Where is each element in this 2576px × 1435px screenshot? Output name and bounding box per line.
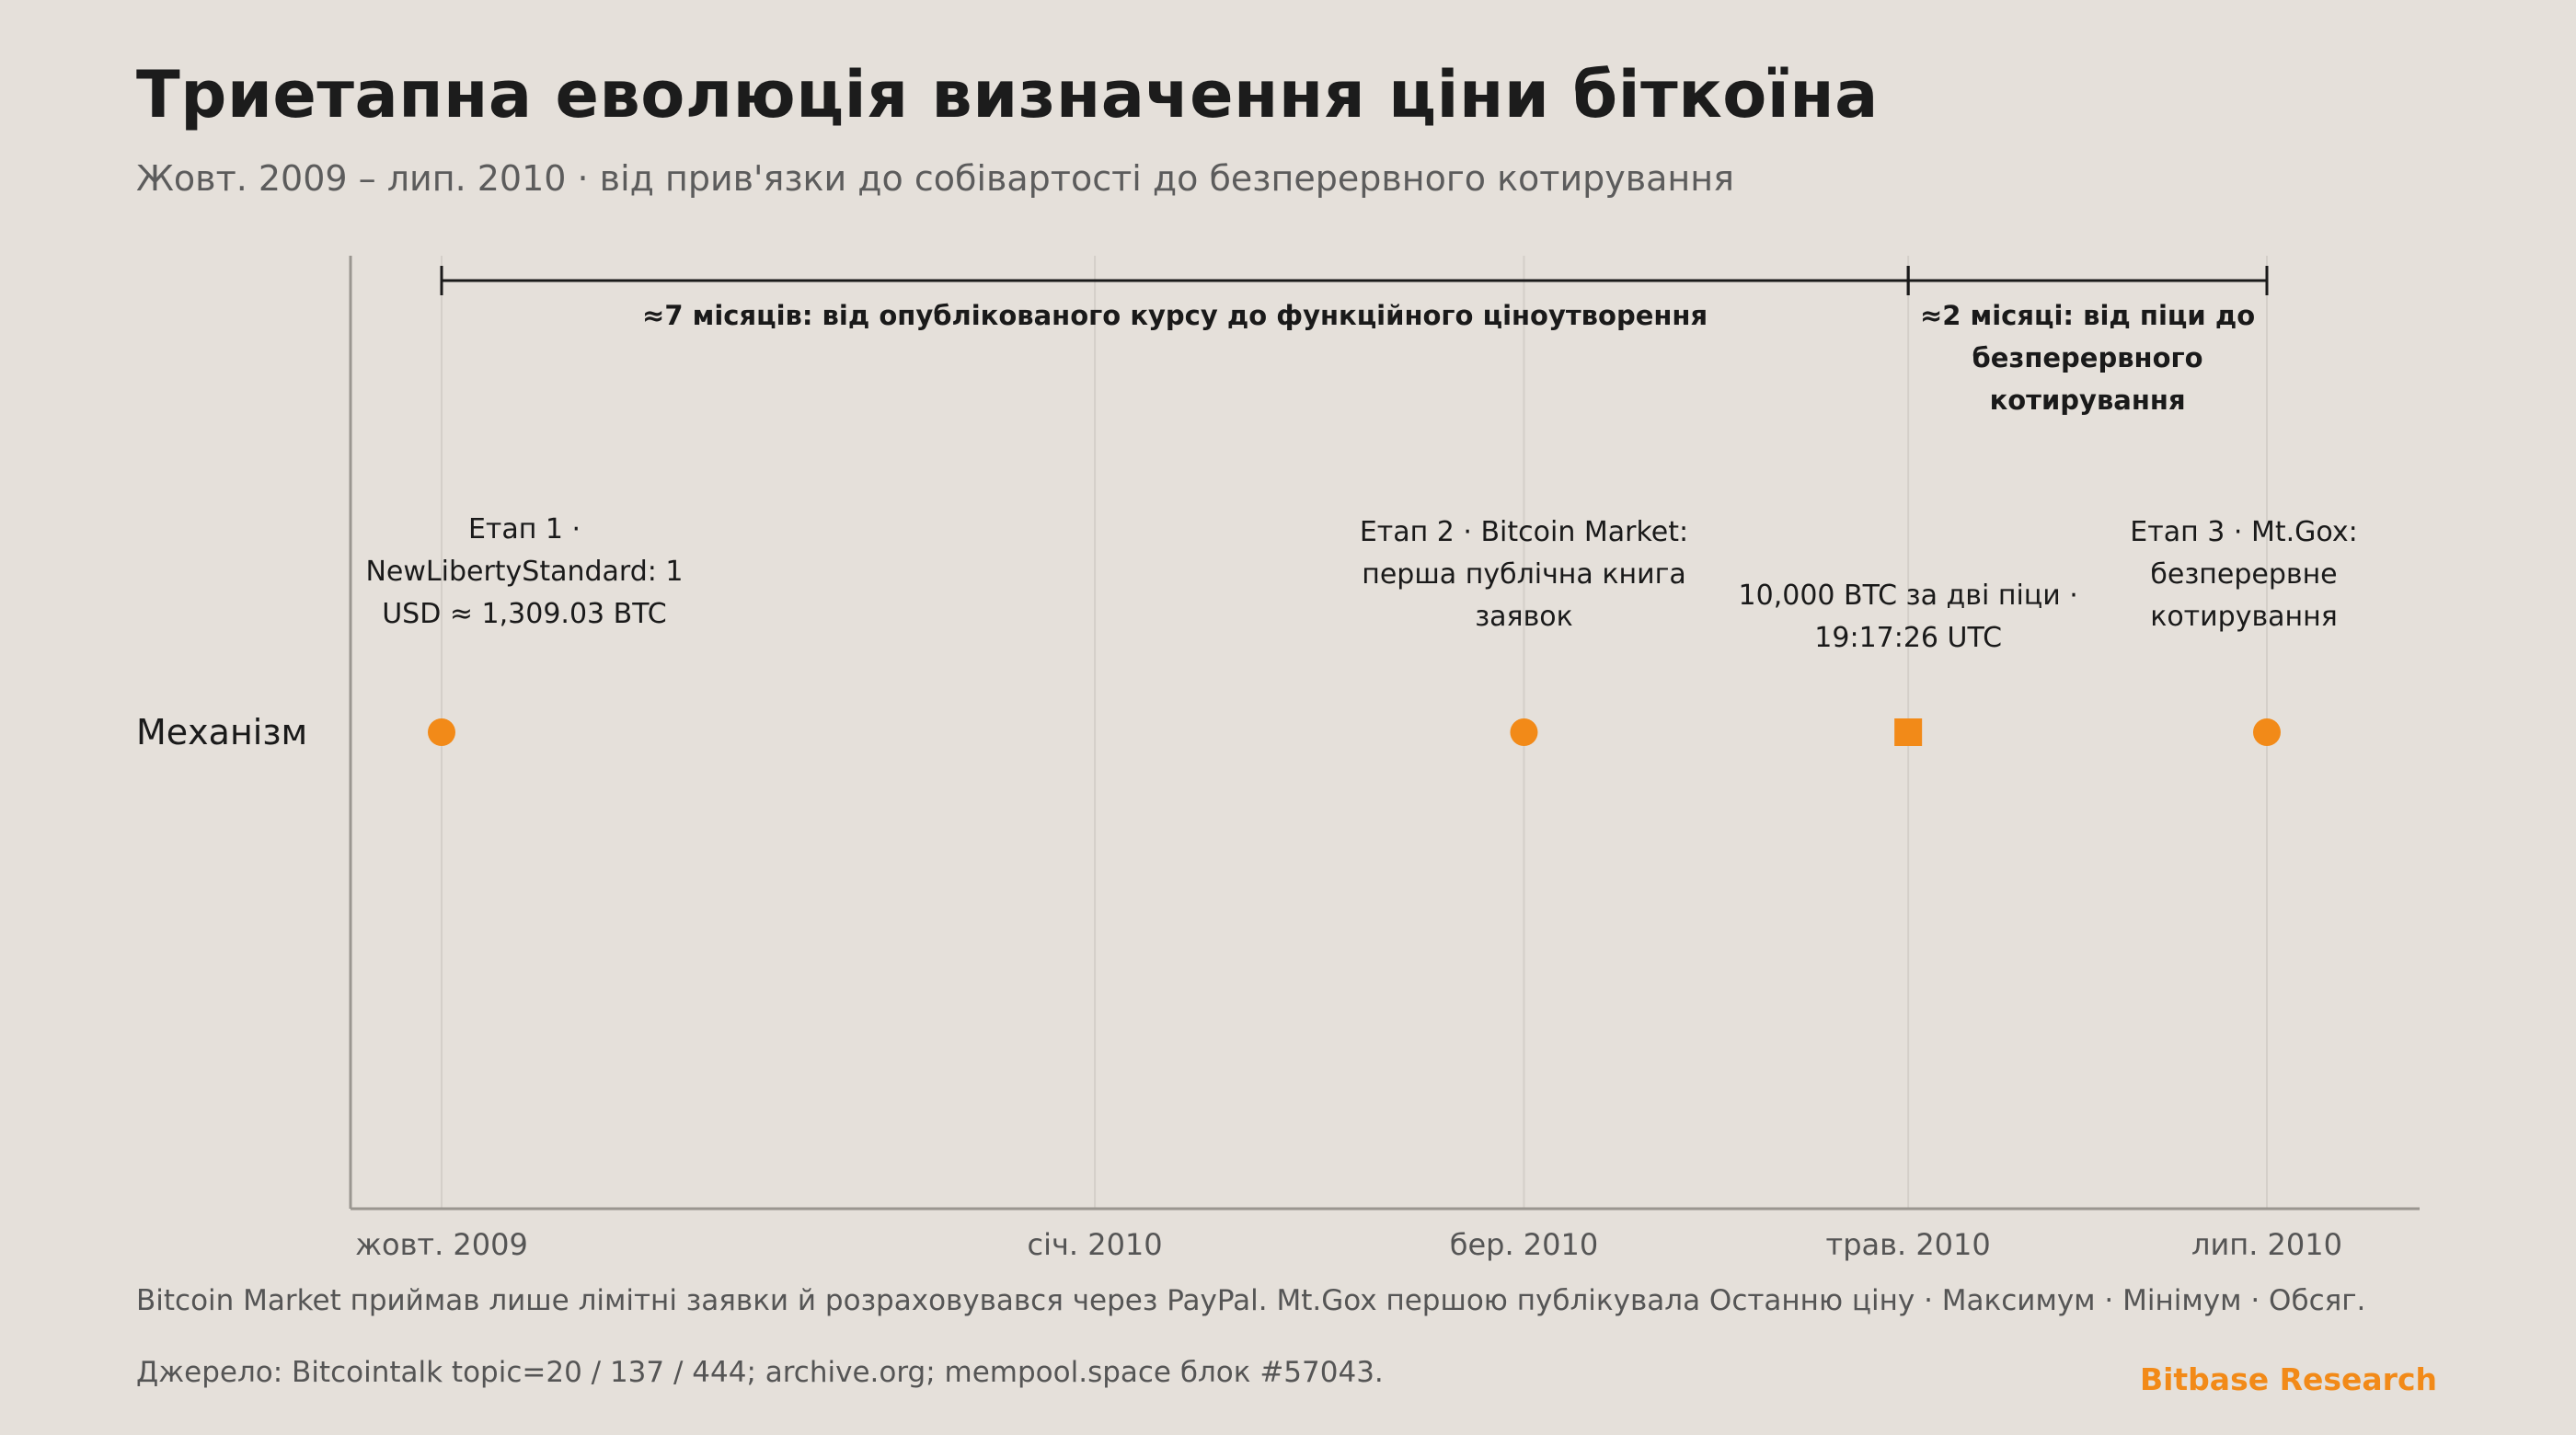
- event-markers: [428, 718, 2281, 746]
- event-marker-circle: [1510, 718, 1538, 746]
- span-label: ≈2 місяці: від піци до безперервного котир…: [1920, 300, 2255, 416]
- x-tick-label: жовт. 2009: [355, 1227, 528, 1262]
- event-label: Етап 3 · Mt.Gox: безперервне котирування: [2130, 516, 2357, 633]
- event-label: Етап 2 · Bitcoin Market: перша публічна к…: [1360, 516, 1688, 633]
- event-label-line: 19:17:26 UTC: [1814, 622, 2002, 654]
- span-label-line: ≈2 місяці: від піци до: [1920, 300, 2255, 331]
- chart-subtitle: Жовт. 2009 – лип. 2010 · від прив'язки д…: [136, 158, 1734, 199]
- event-label-line: безперервне: [2150, 558, 2337, 591]
- event-marker-circle: [2253, 718, 2281, 746]
- row-labels: Механізм: [136, 712, 307, 752]
- span-label-line: безперервного: [1972, 342, 2203, 373]
- event-label-line: заявок: [1475, 601, 1573, 633]
- x-tick-label: трав. 2010: [1826, 1227, 1991, 1262]
- brand-logo: Bitbase Research: [2139, 1361, 2437, 1397]
- event-label-line: Етап 2 · Bitcoin Market:: [1360, 516, 1688, 548]
- event-label-line: котирування: [2150, 601, 2338, 633]
- event-label-line: NewLibertyStandard: 1: [365, 556, 683, 588]
- footnote: Bitcoin Market приймав лише лімітні заяв…: [136, 1284, 2366, 1317]
- event-marker-square: [1894, 718, 1923, 746]
- x-tick-label: січ. 2010: [1027, 1227, 1162, 1262]
- event-label-line: USD ≈ 1,309.03 BTC: [382, 598, 667, 630]
- axes: [349, 256, 2420, 1211]
- row-label: Механізм: [136, 712, 307, 752]
- duration-spans: ≈7 місяців: від опублікованого курсу до …: [440, 266, 2269, 416]
- event-labels: Етап 1 · NewLibertyStandard: 1 USD ≈ 1,309…: [365, 513, 2357, 654]
- x-tick-labels: жовт. 2009 січ. 2010 бер. 2010 трав. 2010 ли…: [355, 1227, 2342, 1262]
- span-label-line: котирування: [1990, 385, 2186, 416]
- event-label-line: 10,000 BTC за дві піци ·: [1739, 580, 2078, 612]
- event-label: Етап 1 · NewLibertyStandard: 1 USD ≈ 1,309…: [365, 513, 683, 630]
- event-label: 10,000 BTC за дві піци · 19:17:26 UTC: [1739, 580, 2078, 654]
- event-marker-circle: [428, 718, 455, 746]
- span-label: ≈7 місяців: від опублікованого курсу до …: [642, 300, 1708, 331]
- chart-title: Триетапна еволюція визначення ціни бітко…: [136, 57, 1879, 132]
- source-note: Джерело: Bitcointalk topic=20 / 137 / 44…: [136, 1356, 1384, 1389]
- event-label-line: перша публічна книга: [1362, 558, 1686, 591]
- event-label-line: Етап 1 ·: [468, 513, 581, 545]
- span-label-line: ≈7 місяців: від опублікованого курсу до …: [642, 300, 1708, 331]
- duration-span: ≈2 місяці: від піци до безперервного котир…: [1906, 266, 2269, 416]
- duration-span: ≈7 місяців: від опублікованого курсу до …: [440, 266, 1910, 331]
- event-label-line: Етап 3 · Mt.Gox:: [2130, 516, 2357, 548]
- x-tick-label: бер. 2010: [1450, 1227, 1599, 1262]
- x-tick-label: лип. 2010: [2191, 1227, 2342, 1262]
